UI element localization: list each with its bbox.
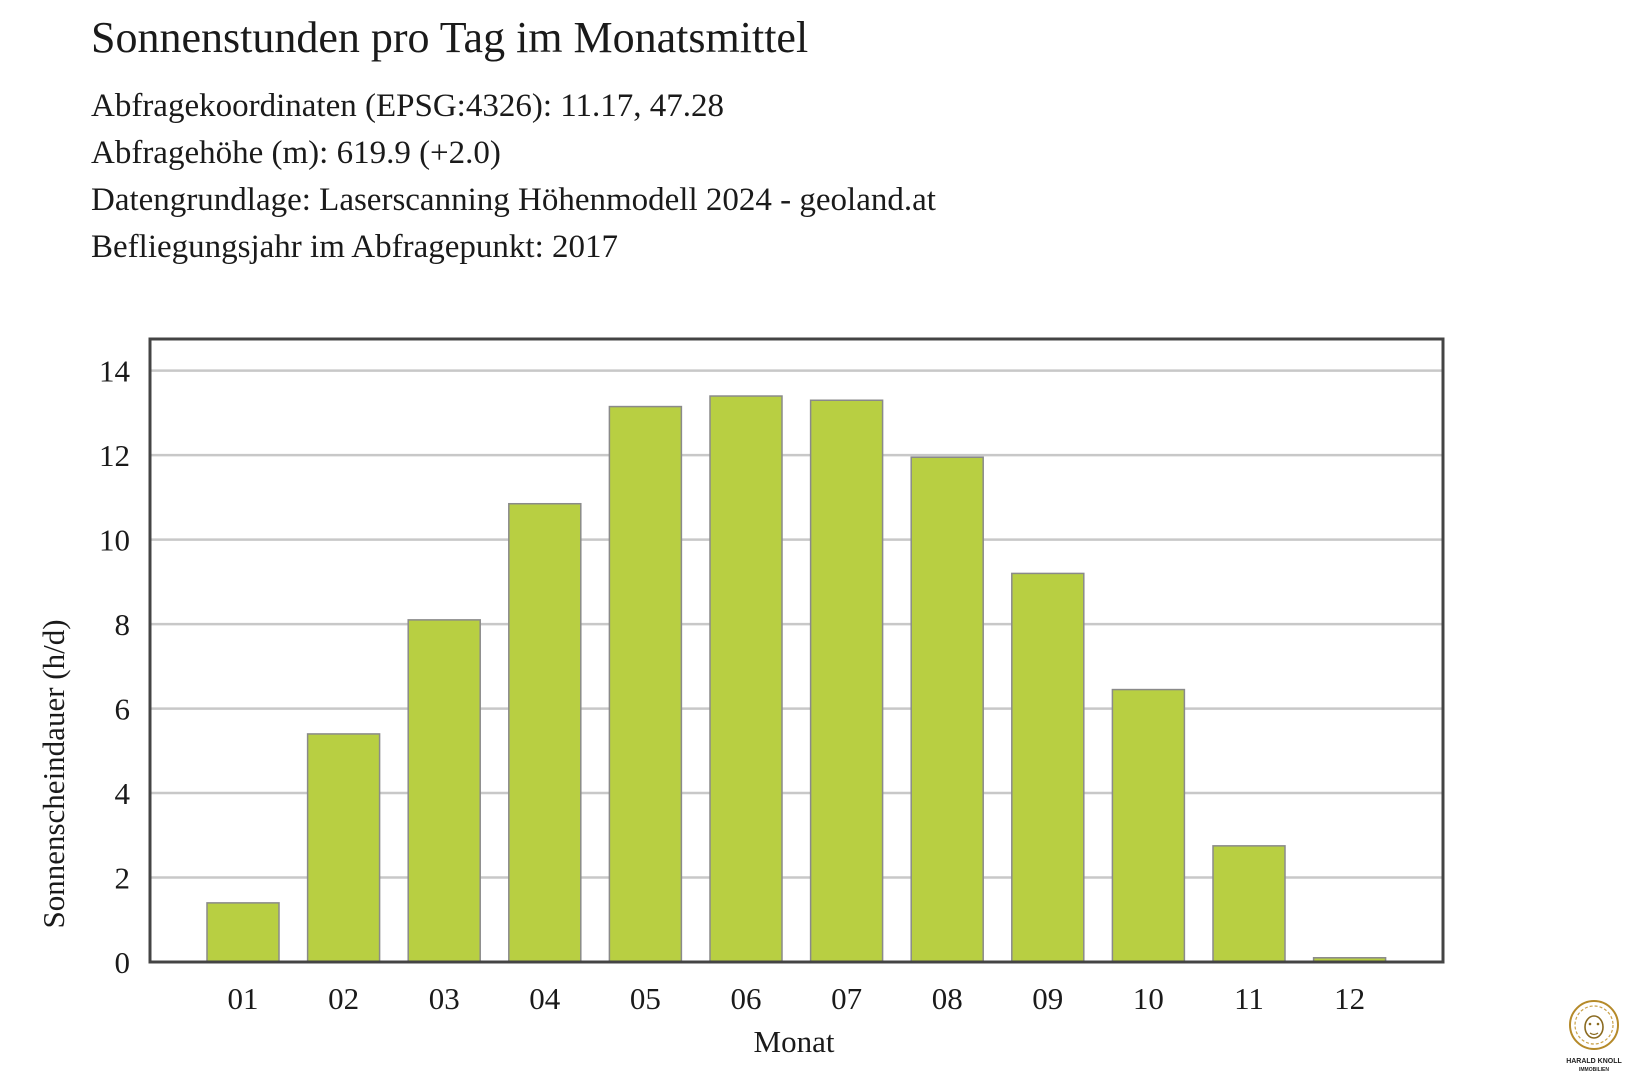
bar-05 xyxy=(608,405,683,963)
bar-10 xyxy=(1111,688,1186,963)
bar-06 xyxy=(709,395,783,963)
query-height: Abfragehöhe (m): 619.9 (+2.0) xyxy=(91,135,501,171)
x-tick-label: 07 xyxy=(831,981,862,1016)
y-tick-label: 4 xyxy=(115,776,131,811)
x-tick-label: 11 xyxy=(1234,981,1264,1016)
svg-text:HARALD KNOLL: HARALD KNOLL xyxy=(1566,1058,1622,1065)
query-coordinates: Abfragekoordinaten (EPSG:4326): 11.17, 4… xyxy=(91,88,725,124)
x-axis-label: Monat xyxy=(754,1024,835,1059)
y-tick-label: 2 xyxy=(115,861,131,896)
bar-04 xyxy=(508,502,582,963)
x-tick-label: 09 xyxy=(1032,981,1063,1016)
x-tick-label: 03 xyxy=(429,981,460,1016)
svg-text:IMMOBILIEN: IMMOBILIEN xyxy=(1579,1067,1609,1073)
bar-08 xyxy=(910,456,984,963)
plot-frame xyxy=(148,337,1445,964)
y-tick-label: 10 xyxy=(99,523,130,558)
y-tick-label: 8 xyxy=(115,607,131,642)
bar-07 xyxy=(809,399,884,963)
survey-year: Befliegungsjahr im Abfragepunkt: 2017 xyxy=(91,229,618,265)
x-tick-label: 05 xyxy=(630,981,661,1016)
chart-title: Sonnenstunden pro Tag im Monatsmittel xyxy=(91,13,809,62)
y-tick-label: 14 xyxy=(99,354,131,389)
bar-03 xyxy=(407,619,481,963)
x-tick-label: 06 xyxy=(731,981,762,1016)
bar-01 xyxy=(206,902,280,963)
y-tick-label: 0 xyxy=(115,945,131,980)
y-tick-label: 12 xyxy=(99,438,130,473)
lion-logo-icon: HARALD KNOLL IMMOBILIEN xyxy=(1566,1000,1623,1073)
y-axis-label: Sonnenscheindauer (h/d) xyxy=(36,619,71,928)
x-tick-label: 04 xyxy=(529,981,561,1016)
x-tick-label: 10 xyxy=(1133,981,1164,1016)
y-tick-label: 6 xyxy=(115,692,131,727)
x-tick-label: 01 xyxy=(228,981,259,1016)
bar-11 xyxy=(1212,845,1286,963)
x-tick-label: 08 xyxy=(932,981,963,1016)
data-source: Datengrundlage: Laserscanning Höhenmodel… xyxy=(91,182,936,218)
bar-09 xyxy=(1011,572,1085,963)
x-tick-label: 12 xyxy=(1334,981,1365,1016)
x-tick-label: 02 xyxy=(328,981,359,1016)
bar-02 xyxy=(306,733,381,963)
